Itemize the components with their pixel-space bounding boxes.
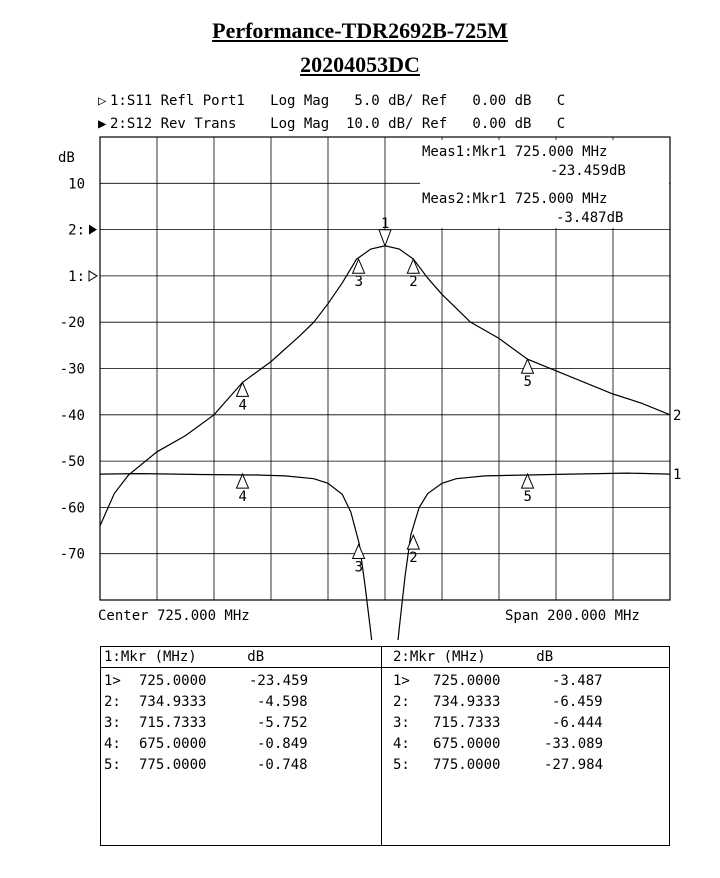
marker-index: 4: [393, 736, 410, 752]
svg-text:3: 3 [355, 274, 363, 290]
marker-frequency: 734.9333 [139, 694, 207, 710]
marker-index: 5: [393, 757, 410, 773]
marker-2-3: 3 [351, 257, 366, 290]
marker-2-2: 2 [406, 257, 421, 290]
marker-frequency: 675.0000 [433, 736, 501, 752]
marker-1-4: 4 [235, 472, 250, 505]
marker-db: -4.598 [257, 694, 308, 710]
center-frequency: Center 725.000 MHz [98, 608, 250, 624]
meas1-value: -23.459dB [550, 163, 626, 179]
svg-text:3: 3 [355, 559, 363, 575]
meas2-value: -3.487dB [556, 210, 623, 226]
marker-frequency: 725.0000 [433, 673, 501, 689]
svg-text:5: 5 [524, 374, 532, 390]
y-tick-labels: 10 2: 1: -20 -30 -40 -50 -60 -70 [60, 176, 98, 563]
marker-db: -6.459 [552, 694, 603, 710]
marker-table-header: 1:Mkr (MHz) dB [101, 647, 381, 668]
ref-arrow-trace2 [89, 224, 97, 235]
marker-frequency: 775.0000 [433, 757, 501, 773]
chart-markers: 1234512345 [235, 216, 535, 575]
marker-2-4: 4 [235, 381, 250, 413]
marker-db: -3.487 [552, 673, 603, 689]
marker-table-trace1: 1:Mkr (MHz) dB 1> 725.0000 -23.459 2: 73… [101, 647, 382, 845]
marker-db: -0.748 [257, 757, 308, 773]
svg-text:1: 1 [381, 216, 389, 232]
y-tick-label: -40 [60, 408, 85, 424]
marker-frequency: 675.0000 [139, 736, 207, 752]
y-tick-label: 1: [68, 269, 85, 285]
trace-2-end-label: 2 [673, 408, 681, 424]
marker-1-3: 3 [351, 543, 366, 575]
marker-table-trace2: 2:Mkr (MHz) dB 1> 725.0000 -3.487 2: 734… [381, 647, 669, 845]
channel-1-label: 1:S11 Refl Port1 Log Mag 5.0 dB/ Ref 0.0… [110, 93, 566, 109]
marker-index: 5: [104, 757, 121, 773]
marker-table-header-text: 2:Mkr (MHz) dB [393, 649, 554, 665]
readout-background [420, 140, 669, 228]
meas2-readout: Meas2:Mkr1 725.000 MHz [422, 191, 607, 207]
marker-db: -33.089 [544, 736, 604, 752]
chart-grid [99, 136, 671, 601]
trace-1-line [99, 472, 671, 640]
meas1-readout: Meas1:Mkr1 725.000 MHz [422, 144, 607, 160]
marker-index: 4: [104, 736, 121, 752]
y-tick-label: 10 [68, 176, 85, 192]
marker-index: 2: [104, 694, 121, 710]
y-tick-label: -30 [60, 362, 85, 378]
span-frequency: Span 200.000 MHz [505, 608, 640, 624]
trace-2-line [99, 245, 671, 527]
marker-db: -23.459 [249, 673, 309, 689]
marker-table-header: 2:Mkr (MHz) dB [381, 647, 669, 668]
marker-index: 1> [393, 673, 410, 689]
marker-db: -27.984 [544, 757, 604, 773]
marker-index: 1> [104, 673, 121, 689]
marker-frequency: 775.0000 [139, 757, 207, 773]
marker-1-2: 2 [406, 533, 421, 566]
marker-2-1: 1 [378, 216, 392, 248]
y-tick-label: 2: [68, 223, 85, 239]
marker-1-5: 5 [520, 472, 535, 505]
svg-text:2: 2 [409, 274, 417, 290]
channel-1-marker: ▷ [98, 93, 107, 109]
y-tick-label: -70 [60, 547, 85, 563]
marker-frequency: 725.0000 [139, 673, 207, 689]
marker-index: 3: [393, 715, 410, 731]
page-title: Performance-TDR2692B-725M [212, 18, 508, 43]
svg-text:4: 4 [239, 489, 247, 505]
marker-index: 2: [393, 694, 410, 710]
ref-arrow-trace1 [88, 269, 98, 282]
trace-1-end-label: 1 [673, 467, 681, 483]
y-tick-label: -20 [60, 315, 85, 331]
marker-table: 1:Mkr (MHz) dB 1> 725.0000 -23.459 2: 73… [100, 646, 670, 846]
chart-plot: 102:1:-20-30-40-50-60-70 dB 12 123451234… [58, 136, 681, 640]
page-subtitle: 20204053DC [300, 52, 420, 77]
marker-frequency: 734.9333 [433, 694, 501, 710]
svg-text:4: 4 [239, 397, 247, 413]
marker-db: -0.849 [257, 736, 308, 752]
marker-frequency: 715.7333 [433, 715, 501, 731]
marker-table-header-text: 1:Mkr (MHz) dB [104, 649, 265, 665]
y-axis-label: dB [58, 150, 75, 166]
chart-traces: 12 [99, 245, 681, 640]
marker-2-5: 5 [520, 357, 535, 390]
svg-text:5: 5 [524, 489, 532, 505]
channel-2-marker: ▶ [98, 116, 107, 132]
y-tick-label: -60 [60, 500, 85, 516]
marker-db: -5.752 [257, 715, 308, 731]
marker-index: 3: [104, 715, 121, 731]
marker-db: -6.444 [552, 715, 603, 731]
channel-2-label: 2:S12 Rev Trans Log Mag 10.0 dB/ Ref 0.0… [110, 116, 566, 132]
marker-frequency: 715.7333 [139, 715, 207, 731]
y-tick-label: -50 [60, 454, 85, 470]
svg-text:2: 2 [409, 550, 417, 566]
